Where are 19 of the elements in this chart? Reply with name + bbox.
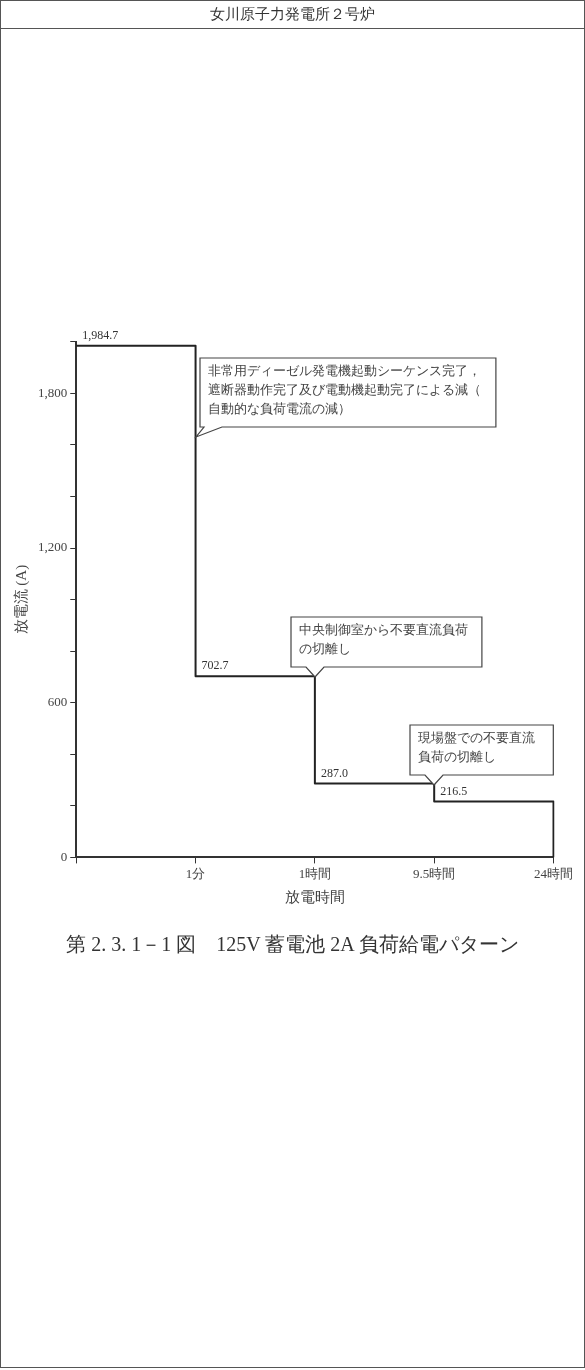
x-tick-label: 1時間 bbox=[298, 865, 332, 881]
y-tick-label: 600 bbox=[47, 694, 68, 710]
chart-subtitle: 女川原子力発電所２号炉 bbox=[1, 1, 584, 29]
x-tick-label: 24時間 bbox=[534, 865, 573, 881]
y-tick-label: 0 bbox=[60, 848, 68, 864]
y-tick-label: 1,800 bbox=[38, 384, 68, 400]
text: 第 2. 3. 1－1 図 125V 蓄電池 2A 負荷給電パターン bbox=[65, 932, 520, 957]
x-axis-title: 放電時間 bbox=[284, 888, 345, 905]
data-label: 216.5 bbox=[440, 783, 468, 798]
annotation: 現場盤での不要直流負荷の切離し bbox=[418, 730, 536, 765]
x-tick-label: 9.5時間 bbox=[413, 865, 456, 881]
data-label: 702.7 bbox=[201, 658, 229, 673]
annotation: 中央制御室から不要直流負荷の切離し bbox=[298, 621, 468, 656]
data-label: 1,984.7 bbox=[82, 327, 119, 342]
annotation: 非常用ディーゼル発電機起動シーケンス完了，遮断器動作完了及び電動機起動完了による減（自動的な負荷電流の減） bbox=[207, 363, 481, 417]
y-axis-title: 放電流 (A) bbox=[12, 564, 30, 635]
y-tick-label: 1,200 bbox=[38, 539, 68, 555]
data-label: 287.0 bbox=[320, 765, 348, 780]
x-tick-label: 1分 bbox=[185, 865, 206, 881]
